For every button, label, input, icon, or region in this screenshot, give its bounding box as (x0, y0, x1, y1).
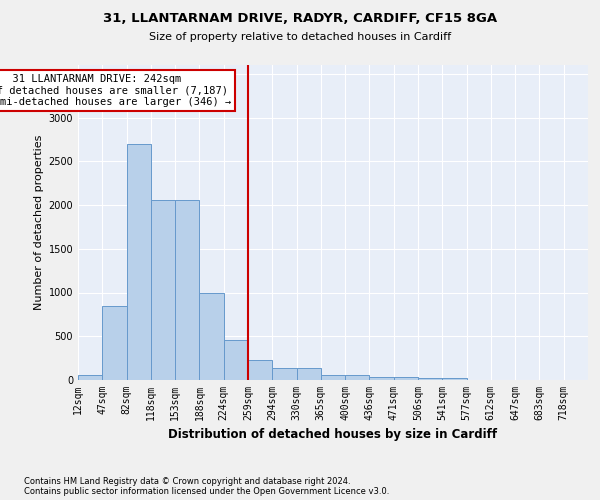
Text: Contains public sector information licensed under the Open Government Licence v3: Contains public sector information licen… (24, 487, 389, 496)
Text: 31, LLANTARNAM DRIVE, RADYR, CARDIFF, CF15 8GA: 31, LLANTARNAM DRIVE, RADYR, CARDIFF, CF… (103, 12, 497, 26)
Bar (102, 306, 127, 380)
Bar (442, 378, 467, 380)
Bar (175, 200, 199, 380)
Bar (248, 360, 272, 380)
Text: Contains HM Land Registry data © Crown copyright and database right 2024.: Contains HM Land Registry data © Crown c… (24, 477, 350, 486)
Bar (370, 376, 394, 380)
Bar (78, 375, 102, 380)
Bar (224, 340, 248, 380)
Bar (296, 368, 321, 380)
Bar (151, 200, 175, 380)
Text: Size of property relative to detached houses in Cardiff: Size of property relative to detached ho… (149, 32, 451, 42)
Bar (345, 375, 370, 380)
Bar (321, 375, 345, 380)
Bar (199, 292, 224, 380)
Bar (127, 144, 151, 380)
Text: 31 LLANTARNAM DRIVE: 242sqm
← 95% of detached houses are smaller (7,187)
5% of s: 31 LLANTARNAM DRIVE: 242sqm ← 95% of det… (0, 74, 231, 107)
Y-axis label: Number of detached properties: Number of detached properties (34, 135, 44, 310)
Bar (272, 368, 296, 380)
Bar (394, 378, 418, 380)
Bar (418, 378, 442, 380)
X-axis label: Distribution of detached houses by size in Cardiff: Distribution of detached houses by size … (169, 428, 497, 442)
